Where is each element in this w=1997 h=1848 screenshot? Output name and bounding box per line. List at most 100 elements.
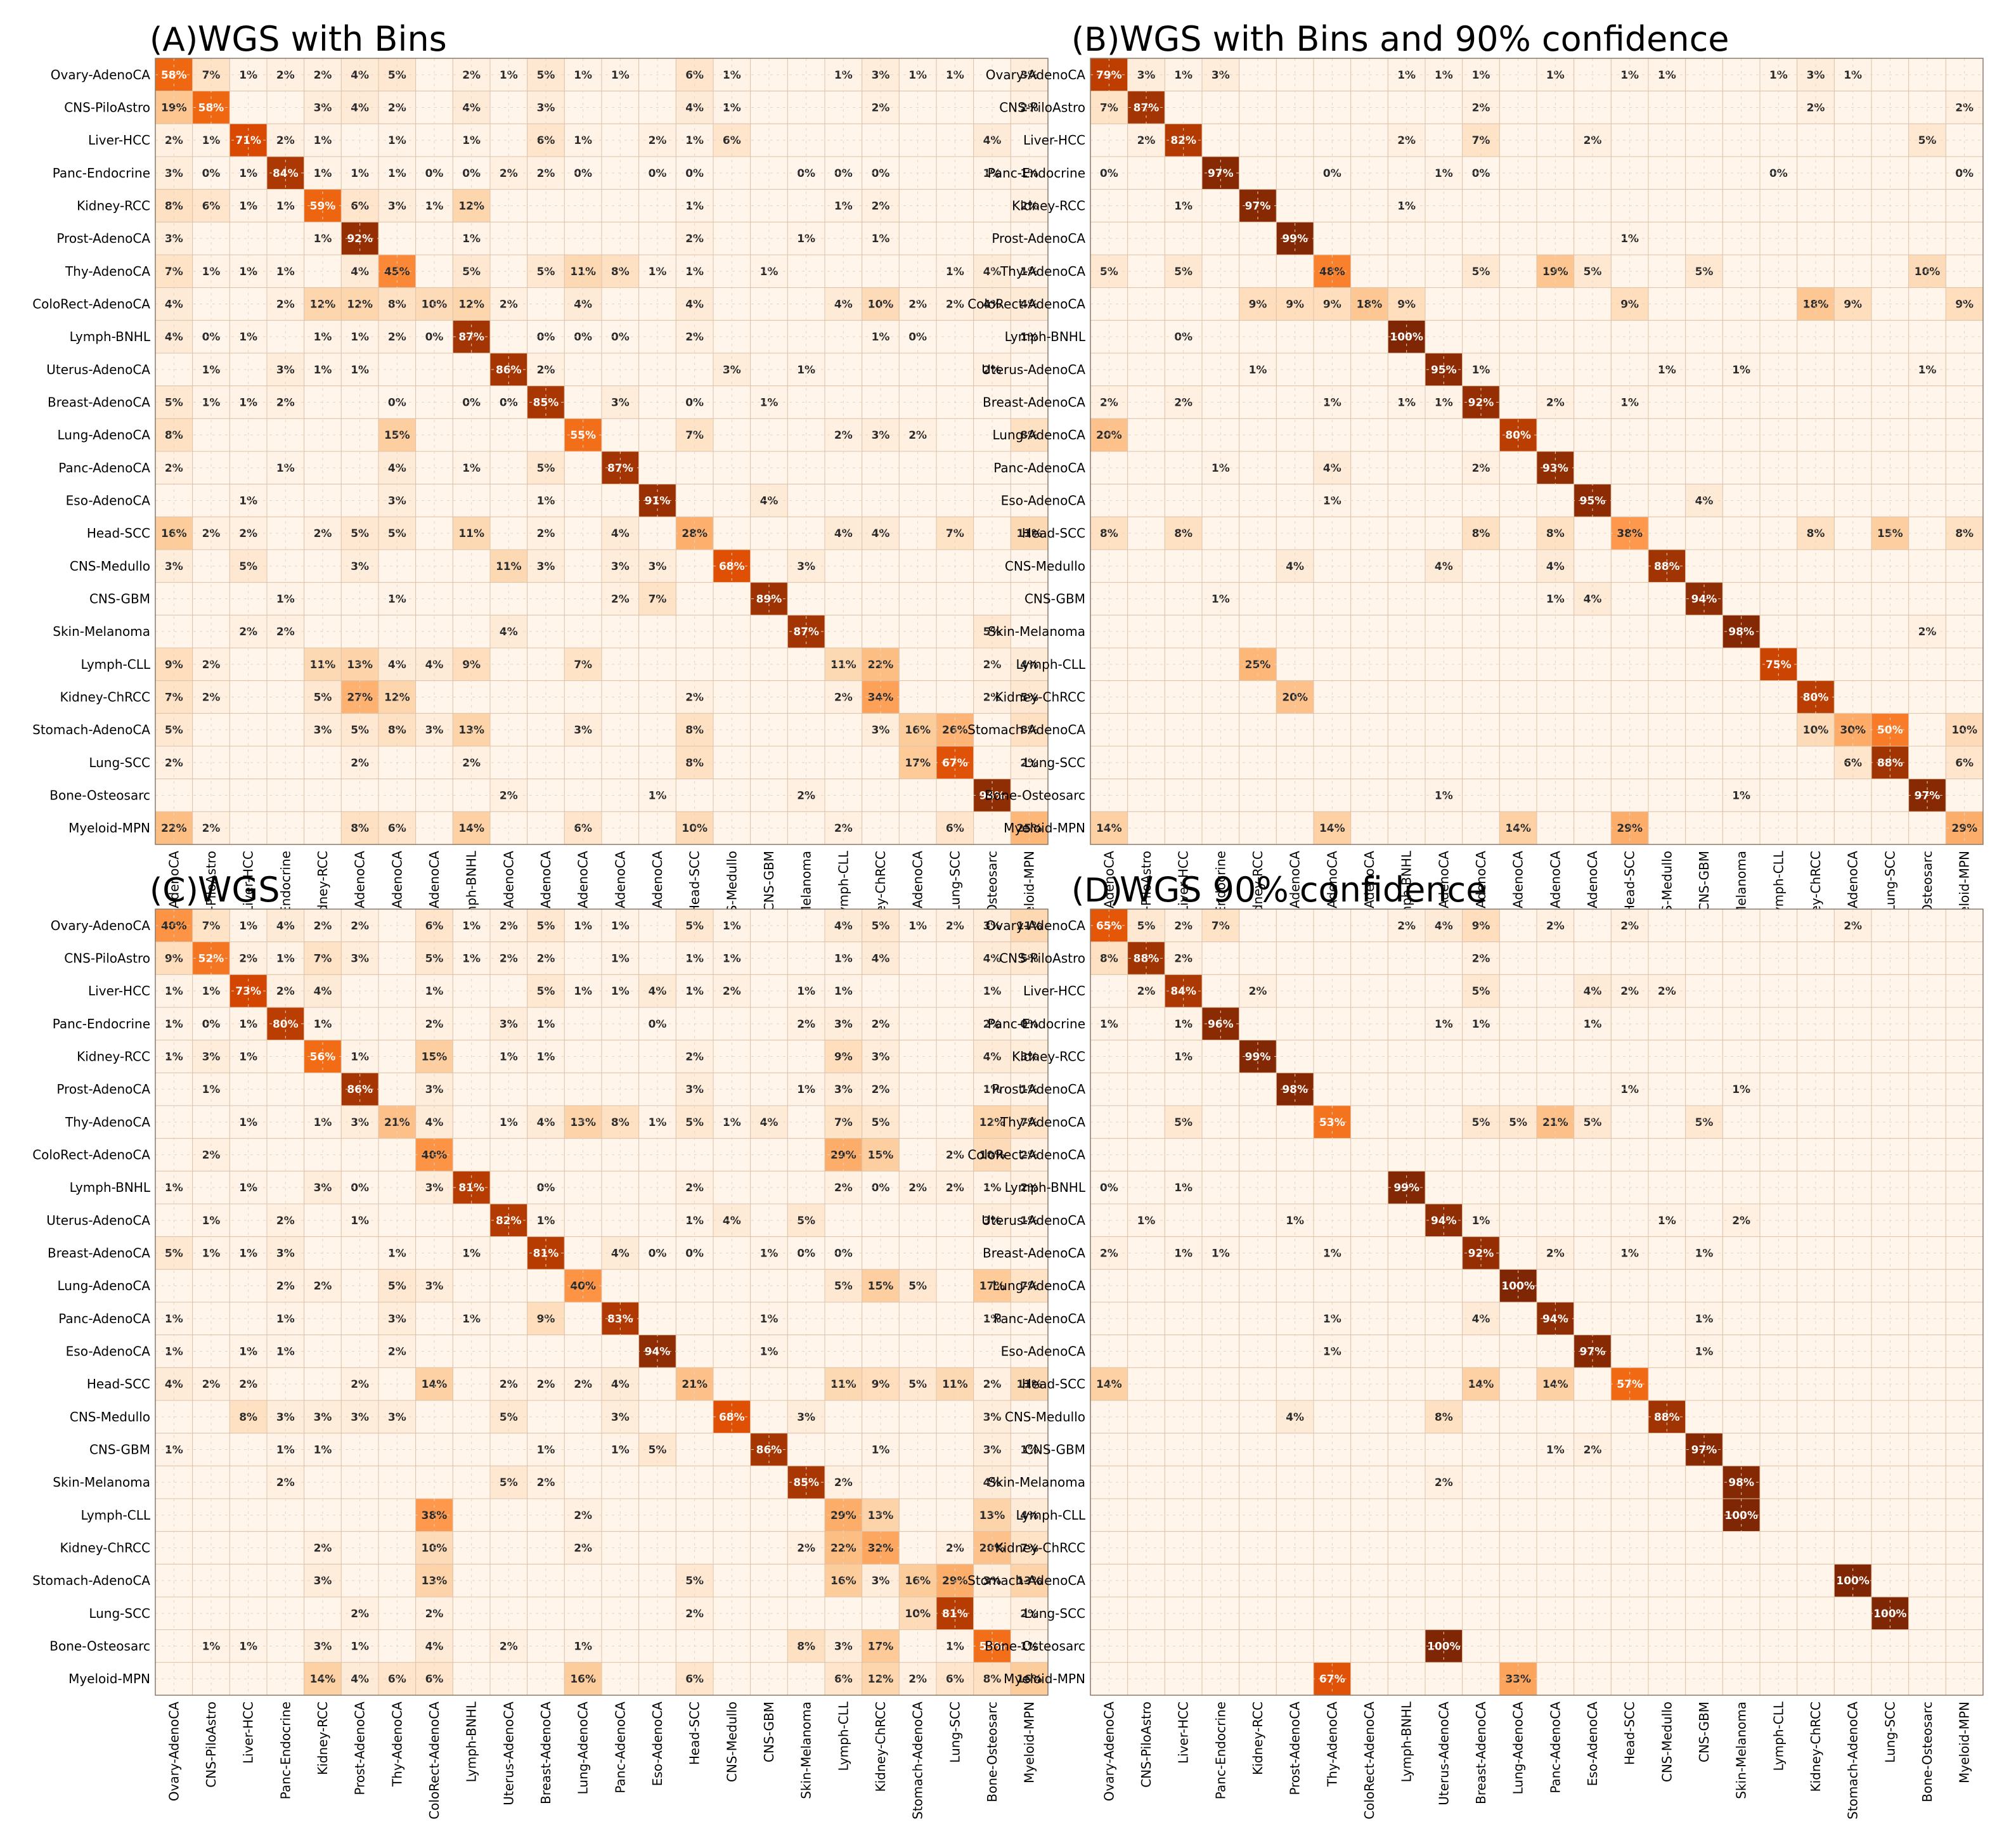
heatmap-cell xyxy=(1759,287,1798,321)
row-tick-label: Eso-AdenoCA xyxy=(66,493,151,508)
row-tick-label: ColoRect-AdenoCA xyxy=(967,297,1085,312)
row-tick-label: Lymph-CLL xyxy=(81,657,151,672)
cell-value-label: 4% xyxy=(425,1116,444,1129)
cell-value-label: 9% xyxy=(1286,299,1304,311)
heatmap-cell xyxy=(713,680,751,714)
cell-value-label: 5% xyxy=(500,1476,518,1489)
cell-value-label: 1% xyxy=(834,953,853,966)
column-tick-label: Skin-Melanoma xyxy=(1734,1702,1749,1799)
panel-title: WGS xyxy=(198,870,280,910)
heatmap-cell xyxy=(192,1334,230,1368)
cell-value-label: 5% xyxy=(1472,1116,1490,1129)
heatmap-cell xyxy=(1127,680,1165,714)
cell-value-label: 1% xyxy=(611,920,630,933)
heatmap-cell xyxy=(1945,484,1984,517)
cell-value-label: 1% xyxy=(946,266,964,278)
row-tick-label: CNS-GBM xyxy=(1024,1442,1085,1457)
row-tick-label: Uterus-AdenoCA xyxy=(981,1213,1085,1228)
heatmap-cell xyxy=(1164,91,1203,124)
heatmap-cell xyxy=(787,91,825,124)
cell-value-label: 1% xyxy=(908,920,927,933)
heatmap-cell xyxy=(1722,484,1761,517)
cell-value-label: 45% xyxy=(384,266,410,278)
cell-value-label: 7% xyxy=(314,953,332,966)
column-tick-label: Bone-Osteosarc xyxy=(1920,1702,1935,1802)
cell-value-label: 29% xyxy=(830,1509,856,1522)
cell-value-label: 1% xyxy=(611,953,630,966)
cell-value-label: 2% xyxy=(1472,102,1490,115)
heatmap-cell xyxy=(155,1138,193,1172)
heatmap-cell xyxy=(266,1531,305,1565)
row-tick-label: Eso-AdenoCA xyxy=(1001,1344,1086,1359)
column-tick-label: CNS-PiloAstro xyxy=(1139,1702,1154,1788)
heatmap-cell xyxy=(489,1138,528,1172)
cell-value-label: 1% xyxy=(760,266,779,278)
heatmap-cell xyxy=(1127,1531,1165,1565)
cell-value-label: 3% xyxy=(872,429,890,442)
heatmap-cell xyxy=(489,680,528,714)
row-tick-label: Head-SCC xyxy=(87,1376,150,1392)
cell-value-label: 100% xyxy=(1724,1509,1758,1522)
heatmap-cell xyxy=(1425,484,1463,517)
row-tick-label: Breast-AdenoCA xyxy=(48,1246,150,1261)
cell-value-label: 9% xyxy=(1955,299,1974,311)
heatmap-cell xyxy=(787,1334,825,1368)
heatmap-cell xyxy=(1090,680,1128,714)
cell-value-label: 52% xyxy=(198,953,224,966)
cell-value-label: 3% xyxy=(1020,69,1038,82)
cell-value-label: 2% xyxy=(797,1542,815,1555)
cell-value-label: 1% xyxy=(165,1313,183,1326)
heatmap-cell xyxy=(266,1138,305,1172)
row-tick-label: Head-SCC xyxy=(1022,1376,1085,1392)
cell-value-label: 2% xyxy=(314,920,332,933)
cell-value-label: 15% xyxy=(384,429,410,442)
column-tick-label: CNS-GBM xyxy=(761,851,777,912)
heatmap-cell xyxy=(1425,680,1463,714)
row-tick-label: CNS-Medullo xyxy=(1005,559,1085,574)
row-tick-label: Skin-Melanoma xyxy=(53,624,150,639)
heatmap-cell xyxy=(1722,680,1761,714)
panel-letter: (D) xyxy=(1071,872,1123,910)
heatmap-cell xyxy=(1164,1433,1203,1466)
cell-value-label: 9% xyxy=(462,659,481,671)
cell-value-label: 21% xyxy=(384,1116,410,1129)
row-tick-label: Ovary-AdenoCA xyxy=(51,918,151,933)
cell-value-label: 6% xyxy=(574,822,592,835)
heatmap-cell xyxy=(824,484,863,517)
cell-value-label: 1% xyxy=(202,266,221,278)
cell-value-label: 8% xyxy=(351,822,369,835)
heatmap-cell xyxy=(564,484,602,517)
cell-value-label: 8% xyxy=(165,429,183,442)
column-tick-label: Lymph-CLL xyxy=(836,850,851,920)
panel-title: WGS with Bins xyxy=(198,19,447,59)
cell-value-label: 1% xyxy=(500,1116,518,1129)
cell-value-label: 29% xyxy=(1951,822,1977,835)
cell-value-label: 10% xyxy=(1915,266,1941,278)
cell-value-label: 2% xyxy=(872,1083,890,1096)
cell-value-label: 5% xyxy=(1020,692,1038,704)
heatmap-cell xyxy=(1759,91,1798,124)
column-tick-label: Lymph-CLL xyxy=(1771,850,1786,920)
cell-value-label: 2% xyxy=(1472,953,1490,966)
cell-value-label: 3% xyxy=(388,495,406,508)
cell-value-label: 1% xyxy=(239,920,257,933)
column-tick-label: Lung-SCC xyxy=(1882,851,1897,912)
row-tick-label: Eso-AdenoCA xyxy=(66,1344,151,1359)
cell-value-label: 2% xyxy=(1397,920,1416,933)
heatmap-cell xyxy=(527,680,565,714)
cell-value-label: 1% xyxy=(1323,1313,1341,1326)
cell-value-label: 25% xyxy=(1245,659,1271,671)
heatmap-cell xyxy=(1387,484,1426,517)
cell-value-label: 48% xyxy=(1319,266,1345,278)
heatmap-cell xyxy=(489,1531,528,1565)
heatmap-cell xyxy=(1499,1531,1537,1565)
row-tick-label: Thy-AdenoCA xyxy=(1000,264,1085,279)
column-tick-label: Kidney-RCC xyxy=(1250,1702,1265,1775)
column-tick-label: Lung-SCC xyxy=(947,851,962,912)
cell-value-label: 58% xyxy=(198,102,224,115)
row-tick-label: Panc-AdenoCA xyxy=(993,1311,1085,1326)
cell-value-label: 7% xyxy=(202,69,221,82)
row-tick-label: CNS-GBM xyxy=(89,591,150,607)
cell-value-label: 6% xyxy=(946,822,964,835)
cell-value-label: 4% xyxy=(1695,495,1714,508)
